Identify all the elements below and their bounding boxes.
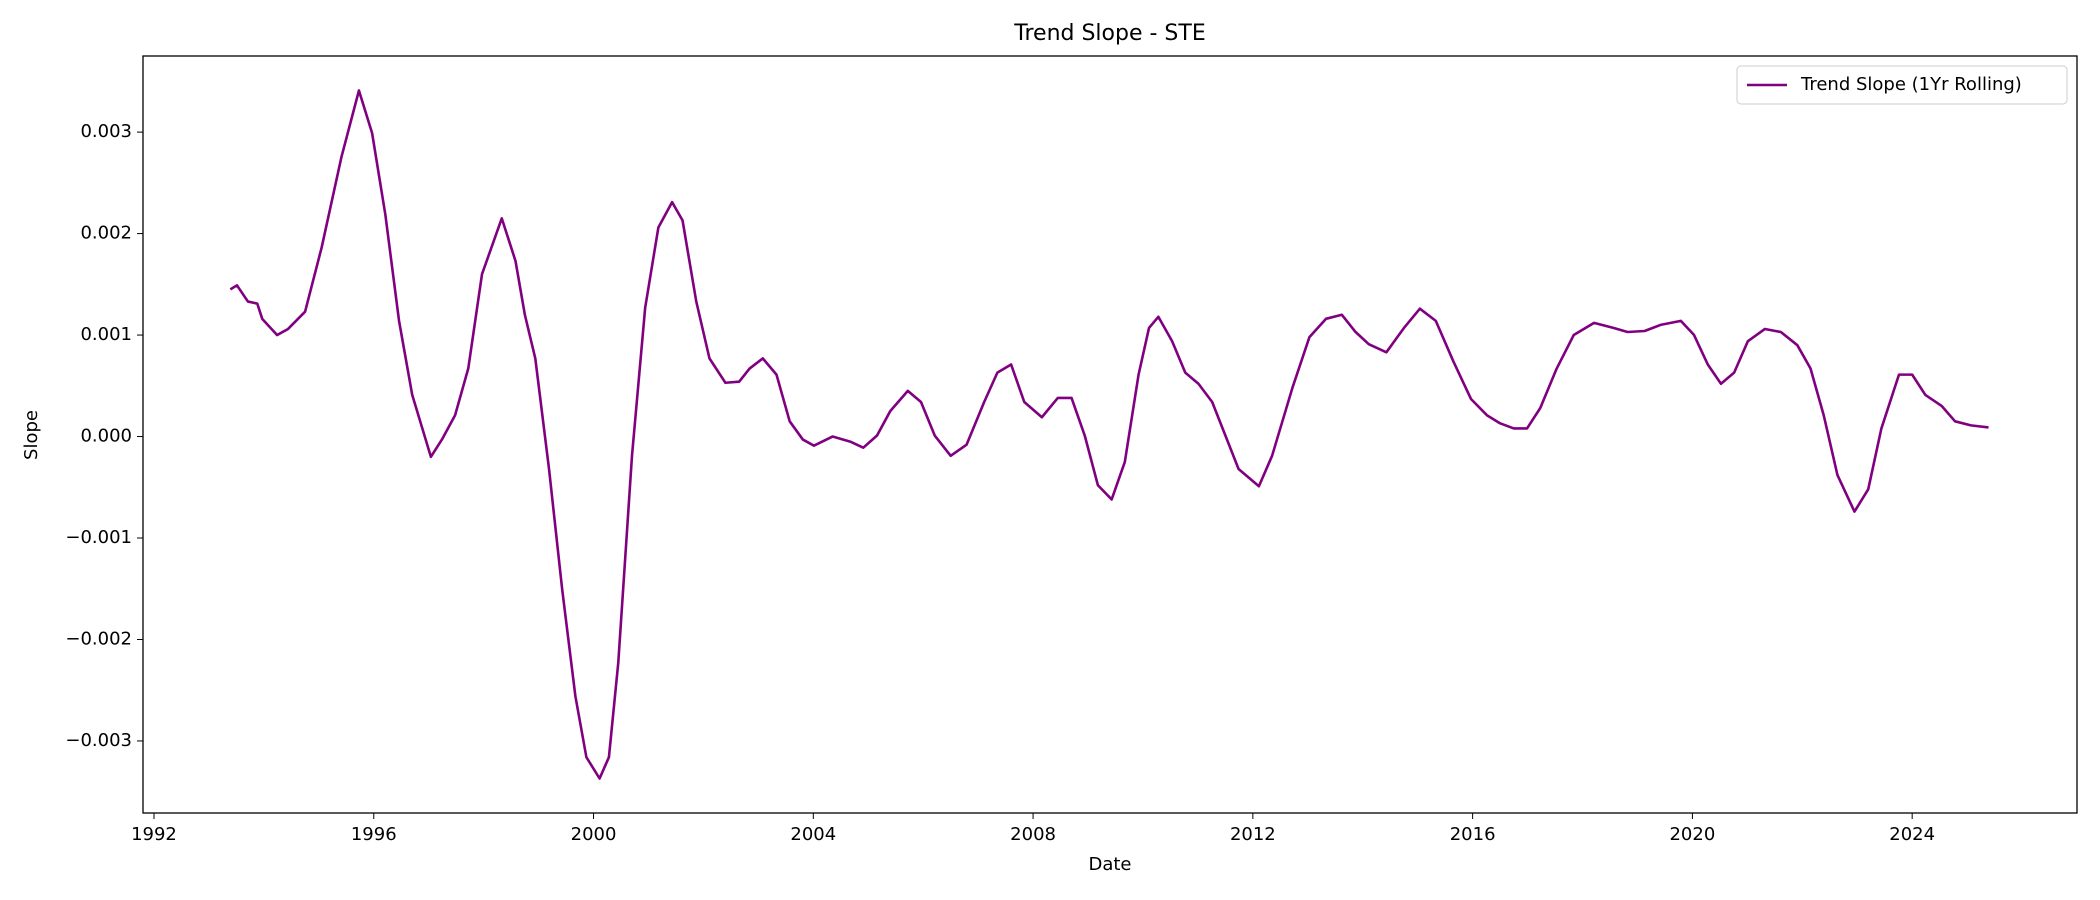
- y-tick-label: −0.001: [65, 527, 132, 548]
- x-tick-label: 2000: [571, 824, 617, 845]
- data-line: [229, 89, 1989, 780]
- plot-frame: [142, 55, 2078, 814]
- y-tick-label: −0.002: [65, 628, 132, 649]
- x-tick-label: 2020: [1669, 824, 1715, 845]
- x-tick-label: 2024: [1889, 824, 1935, 845]
- x-tick-label: 2016: [1450, 824, 1496, 845]
- x-tick-label: 1996: [351, 824, 397, 845]
- chart-title: Trend Slope - STE: [1013, 21, 1205, 46]
- x-tick-label: 2008: [1010, 824, 1056, 845]
- y-tick-label: −0.003: [65, 730, 132, 751]
- legend-box: [1736, 65, 2068, 105]
- y-tick-label: 0.000: [80, 426, 132, 447]
- x-tick-label: 1992: [131, 824, 177, 845]
- legend-label: Trend Slope (1Yr Rolling): [1800, 74, 2022, 95]
- y-tick-label: 0.001: [80, 324, 132, 345]
- y-axis-label: Slope: [21, 410, 42, 460]
- x-tick-label: 2012: [1230, 824, 1276, 845]
- x-tick-label: 2004: [790, 824, 836, 845]
- x-axis-label: Date: [1088, 854, 1131, 875]
- y-tick-label: 0.003: [80, 121, 132, 142]
- y-tick-label: 0.002: [80, 223, 132, 244]
